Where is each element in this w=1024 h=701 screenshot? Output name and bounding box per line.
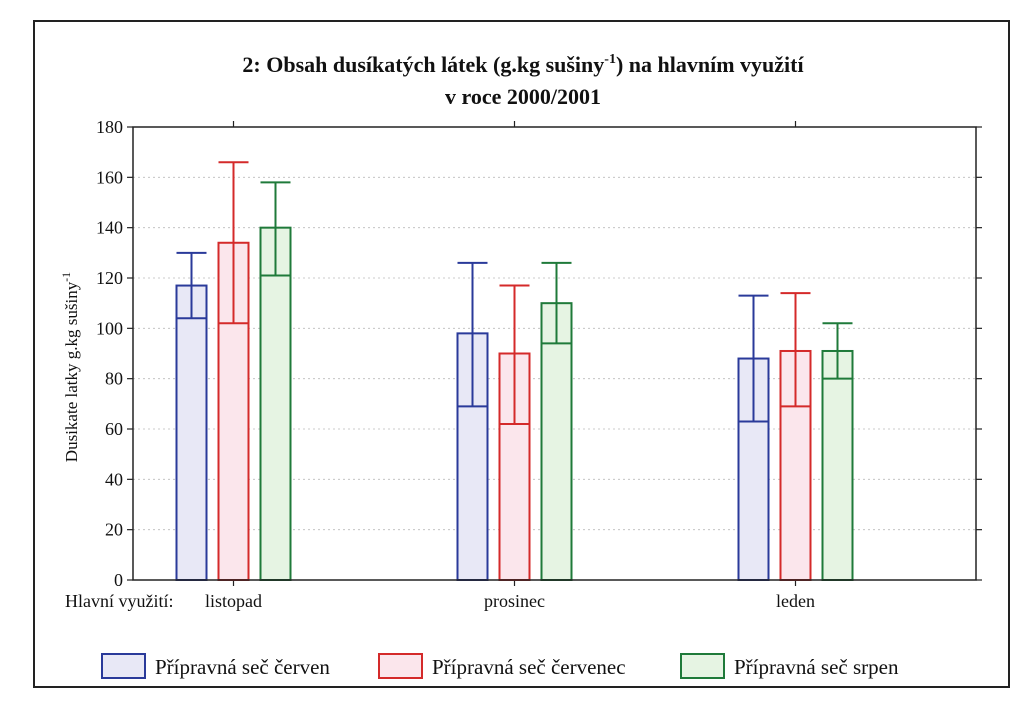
legend-swatch	[101, 653, 146, 679]
bar	[175, 284, 208, 581]
chart-canvas: 2: Obsah dusíkatých látek (g.kg sušiny-1…	[59, 52, 982, 679]
chart-title-superscript: -1	[604, 52, 616, 67]
legend-label: Přípravná seč srpen	[734, 655, 899, 679]
bar	[540, 302, 573, 581]
y-tick-label: 100	[96, 318, 123, 338]
x-category-label: leden	[776, 591, 815, 611]
chart-title-tail: ) na hlavním využití	[616, 52, 805, 77]
x-category-label: listopad	[205, 591, 262, 611]
chart-title-line1: 2: Obsah dusíkatých látek (g.kg sušiny-1…	[242, 52, 804, 77]
y-tick-label: 0	[114, 570, 123, 590]
y-tick-label: 60	[105, 419, 123, 439]
plot-border	[132, 126, 977, 581]
y-tick-label: 120	[96, 268, 123, 288]
legend: Přípravná seč červen Přípravná seč červen…	[101, 653, 899, 679]
bar	[259, 226, 292, 582]
y-tick-label: 20	[105, 520, 123, 540]
legend-label: Přípravná seč červen	[155, 655, 330, 679]
bar	[821, 349, 854, 581]
y-axis-label-superscript: -1	[59, 272, 73, 282]
y-axis-label-main: Dusikate latky g.kg sušiny	[62, 281, 81, 462]
y-tick-label: 160	[96, 167, 123, 187]
chart-title-main: 2: Obsah dusíkatých látek (g.kg sušiny	[242, 52, 604, 77]
legend-swatch	[378, 653, 423, 679]
x-axis-prefix-label: Hlavní využití:	[65, 591, 173, 611]
y-tick-label: 80	[105, 369, 123, 389]
legend-swatch	[680, 653, 725, 679]
y-tick-label: 180	[96, 117, 123, 137]
y-tick-label: 40	[105, 469, 123, 489]
y-axis-label: Dusikate latky g.kg sušiny-1	[59, 272, 81, 462]
y-tick-label: 140	[96, 218, 123, 238]
chart-frame: 2: Obsah dusíkatých látek (g.kg sušiny-1…	[33, 20, 1010, 688]
legend-label: Přípravná seč červenec	[432, 655, 626, 679]
plot-area: 0 20 40 60 80 100 120 140 160 180 listopad prosinec…	[96, 117, 982, 611]
x-category-label: prosinec	[484, 591, 545, 611]
chart-title-line2: v roce 2000/2001	[445, 84, 601, 109]
